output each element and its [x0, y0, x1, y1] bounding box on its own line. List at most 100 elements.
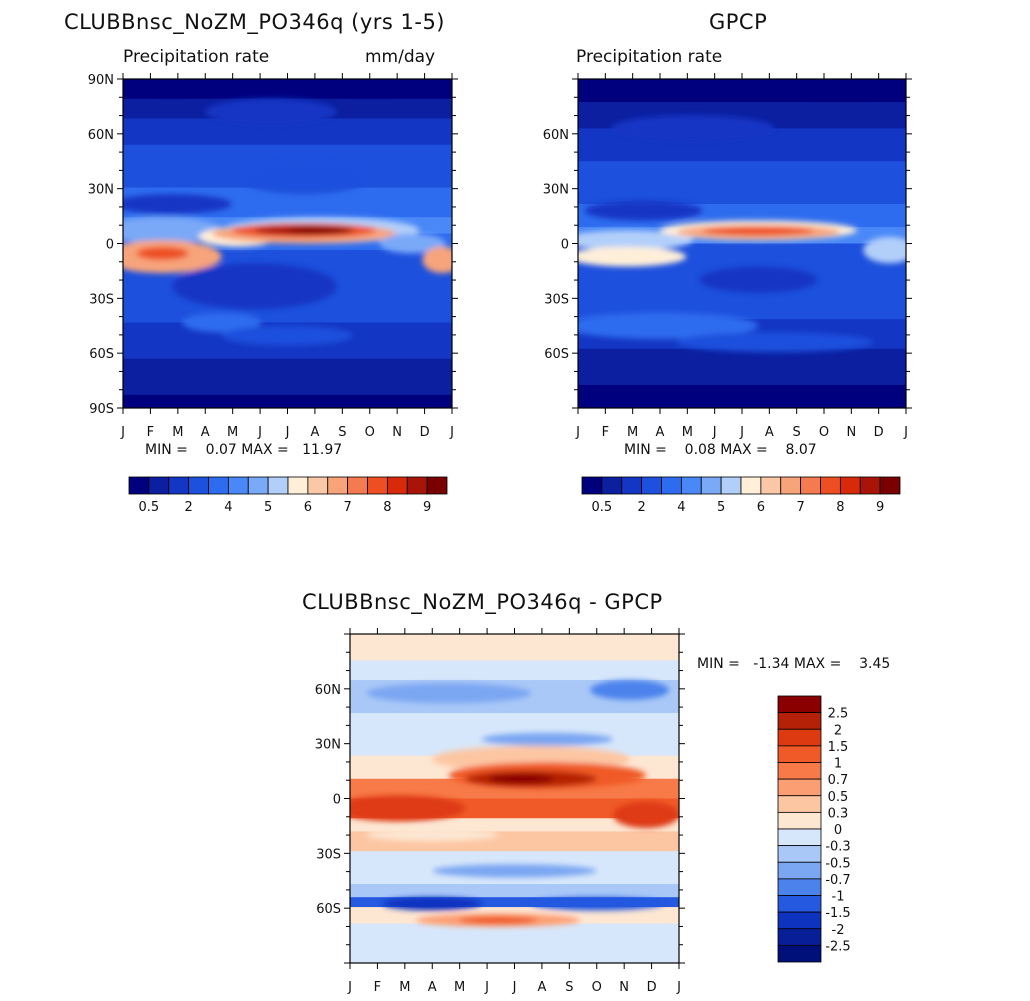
panel-gpcp-title: GPCP [709, 10, 768, 34]
x-tick-label: J [347, 980, 352, 995]
y-tick-label: 30N [315, 738, 341, 753]
field-band [123, 358, 452, 377]
panel-model-subtitle-right: mm/day [365, 47, 436, 67]
panel-0-field [123, 79, 452, 408]
x-tick-label: M [227, 425, 238, 440]
x-tick-label: J [712, 425, 717, 440]
colorbar-label: 0.3 [828, 806, 849, 821]
x-tick-label: A [656, 425, 665, 440]
colorbar-swatch [777, 728, 822, 747]
colorbar-label: 0.7 [828, 773, 849, 788]
colorbar-swatch [267, 476, 289, 495]
field-contour [758, 79, 906, 99]
field-contour [481, 732, 614, 746]
colorbar-label: 0.5 [139, 500, 160, 515]
colorbar-label: 2 [637, 500, 645, 515]
x-tick-label: J [484, 980, 489, 995]
colorbar-swatch [287, 476, 309, 495]
x-tick-label: J [739, 425, 744, 440]
x-tick-label: F [374, 980, 381, 995]
field-contour [458, 916, 538, 925]
colorbar-swatch [208, 476, 229, 495]
colorbar-label: 2 [184, 500, 192, 515]
field-contour [578, 230, 693, 251]
colorbar-label: -0.5 [825, 856, 850, 871]
x-tick-label: F [147, 425, 154, 440]
x-tick-label: A [765, 425, 774, 440]
colorbar-swatch [777, 695, 822, 714]
colorbar-swatch [777, 762, 822, 780]
panel-diff-stats: MIN = -1.34 MAX = 3.45 [697, 656, 891, 672]
x-tick-label: D [874, 425, 884, 440]
x-tick-label: J [257, 425, 262, 440]
colorbar-swatch [879, 476, 901, 495]
field-contour [238, 161, 370, 195]
colorbar-label: 4 [677, 500, 685, 515]
x-tick-label: J [120, 425, 125, 440]
colorbar-label: 2.5 [828, 707, 849, 722]
x-tick-label: S [338, 425, 346, 440]
x-tick-label: M [627, 425, 638, 440]
field-contour [123, 79, 288, 96]
x-tick-label: D [420, 425, 430, 440]
x-tick-label: A [310, 425, 319, 440]
x-tick-label: J [676, 980, 681, 995]
colorbar-swatch [661, 476, 682, 495]
colorbar-swatch [777, 712, 822, 730]
colorbar-label: 6 [304, 500, 312, 515]
x-tick-label: A [428, 980, 437, 995]
colorbar-label: 0 [834, 823, 842, 838]
colorbar-swatch [426, 476, 448, 495]
colorbar-label: 0.5 [828, 790, 849, 805]
colorbar-swatch [128, 476, 150, 495]
field-contour [610, 115, 775, 142]
field-band [350, 897, 679, 909]
field-band [350, 660, 679, 682]
colorbar-swatch [777, 845, 822, 863]
panel-model-title: CLUBBnsc_NoZM_PO346q (yrs 1-5) [64, 10, 446, 34]
y-tick-label: 60N [88, 128, 114, 143]
colorbar-swatch [581, 476, 603, 495]
colorbar-swatch [168, 476, 190, 495]
colorbar-swatch [327, 476, 349, 495]
y-tick-label: 30S [544, 292, 569, 307]
colorbar-swatch [367, 476, 388, 495]
colorbar-swatch [641, 476, 662, 495]
field-contour [221, 325, 354, 346]
colorbar-label: -0.3 [825, 840, 850, 855]
field-contour [590, 680, 670, 700]
colorbar-swatch [347, 476, 368, 495]
y-tick-label: 60S [544, 347, 569, 362]
field-contour [366, 683, 531, 704]
field-band [578, 161, 906, 206]
colorbar-label: -0.7 [825, 873, 850, 888]
y-tick-label: 90S [89, 402, 114, 417]
colorbar-label: 0.5 [592, 500, 613, 515]
colorbar-label: 7 [343, 500, 351, 515]
y-tick-label: 30S [89, 292, 114, 307]
colorbar-label: 9 [876, 500, 884, 515]
x-tick-label: S [565, 980, 573, 995]
colorbar-swatch [720, 476, 742, 495]
y-tick-label: 60S [89, 347, 114, 362]
colorbar-label: -1.5 [825, 906, 850, 921]
x-tick-label: O [592, 980, 602, 995]
field-band [350, 923, 679, 963]
colorbar-label: 5 [717, 500, 725, 515]
y-tick-label: 60N [315, 683, 341, 698]
panel-gpcp-subtitle-left: Precipitation rate [576, 47, 723, 67]
colorbar-swatch [777, 878, 822, 896]
field-contour [432, 864, 597, 878]
colorbar-swatch [777, 895, 822, 913]
colorbar-label: 5 [264, 500, 272, 515]
field-contour [578, 312, 759, 339]
y-tick-label: 60S [316, 902, 341, 917]
colorbar-label: 7 [796, 500, 804, 515]
field-contour [254, 79, 452, 96]
x-tick-label: S [793, 425, 801, 440]
x-tick-label: M [172, 425, 183, 440]
colorbar-swatch [740, 476, 762, 495]
colorbar-swatch [777, 828, 822, 847]
y-tick-label: 0 [333, 793, 341, 808]
